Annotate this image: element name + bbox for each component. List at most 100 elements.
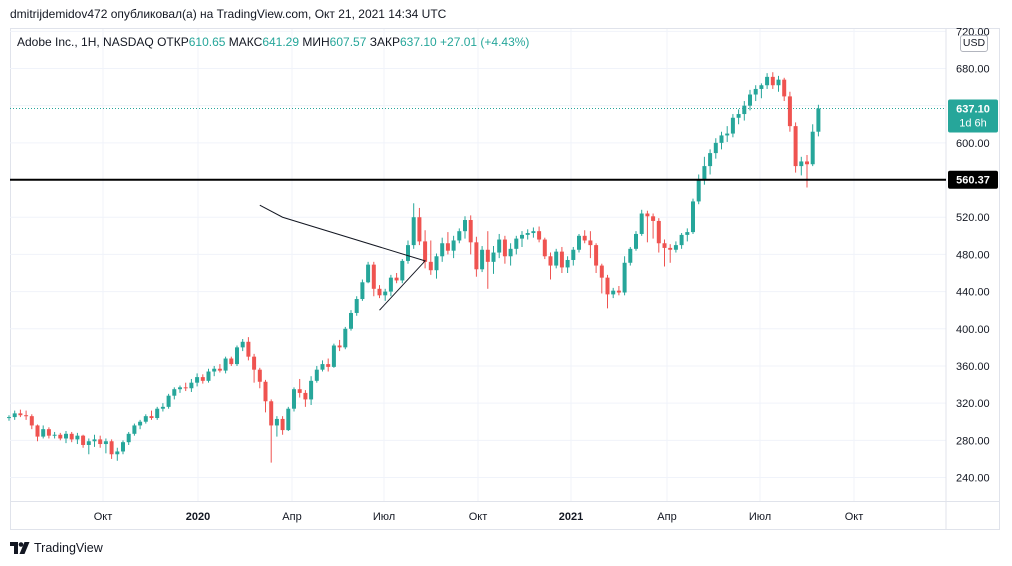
candle-body xyxy=(109,441,114,455)
tradingview-logo[interactable]: TradingView xyxy=(10,541,103,555)
tradingview-logo-icon xyxy=(10,542,30,554)
legend-close-label: ЗАКР xyxy=(369,35,400,49)
price-axis-tick-label: 600.00 xyxy=(956,138,990,150)
publish-line: dmitrijdemidov472 опубликовал(а) на Trad… xyxy=(10,7,447,21)
candle-body xyxy=(257,369,262,382)
candle-body xyxy=(805,161,809,165)
candle-body xyxy=(565,259,570,268)
candle-body xyxy=(531,231,536,234)
candle-body xyxy=(548,256,553,266)
candle-body xyxy=(92,439,97,442)
candle-body xyxy=(468,220,473,243)
candle-body xyxy=(132,425,137,434)
candle-body xyxy=(491,252,496,262)
candle-body xyxy=(748,94,752,106)
time-axis-tick-label: Июл xyxy=(373,511,395,523)
candle-body xyxy=(719,135,724,143)
price-axis-tick-label: 280.00 xyxy=(956,435,990,447)
candle-body xyxy=(411,217,416,246)
candle-body xyxy=(588,240,593,246)
level-price-tag: 560.37 xyxy=(956,175,990,187)
candle-body xyxy=(46,429,51,436)
candle-body xyxy=(440,243,445,257)
candle-body xyxy=(326,364,331,367)
candle-body xyxy=(520,234,524,239)
legend-open-value: 610.65 xyxy=(188,35,226,49)
candle-body xyxy=(252,356,257,370)
candle-body xyxy=(195,377,200,383)
last-price-tag-box xyxy=(948,99,998,133)
candle-body xyxy=(537,231,542,240)
candle-body xyxy=(599,265,604,278)
candle-body xyxy=(542,239,547,257)
candle-body xyxy=(371,264,376,289)
candle-body xyxy=(115,451,120,455)
candle-body xyxy=(235,347,239,365)
candle-body xyxy=(149,416,154,419)
price-axis-tick-label: 680.00 xyxy=(956,64,990,76)
candle-body xyxy=(354,299,359,313)
candle-body xyxy=(445,243,450,251)
candle-body xyxy=(366,264,371,283)
candle-body xyxy=(514,238,519,249)
candle-body xyxy=(679,234,684,246)
level-price-tag-box xyxy=(948,170,998,189)
price-axis-tick-label: 400.00 xyxy=(956,324,990,336)
candle-body xyxy=(611,290,616,295)
candle-body xyxy=(286,408,291,431)
legend-close-value: 637.10 xyxy=(399,35,437,49)
candle-body xyxy=(183,387,188,389)
candle-body xyxy=(713,142,718,154)
candle-body xyxy=(126,433,131,443)
candle-body xyxy=(651,216,656,221)
candle-body xyxy=(229,358,234,365)
candle-body xyxy=(485,249,490,262)
candle-body xyxy=(280,418,285,431)
time-axis-tick-label: 2020 xyxy=(186,511,210,523)
candle-body xyxy=(303,392,308,400)
chart-frame[interactable] xyxy=(10,28,1000,530)
candle-body xyxy=(143,416,148,422)
candle-body xyxy=(98,439,103,445)
candle-body xyxy=(81,435,86,445)
triangle-pattern-drawing[interactable] xyxy=(259,204,427,311)
candle-body xyxy=(571,249,576,260)
candle-body xyxy=(787,96,792,127)
candle-body xyxy=(200,377,205,381)
candle-body xyxy=(730,117,735,134)
candle-body xyxy=(400,260,405,281)
candle-body xyxy=(582,235,587,241)
legend-low-value: 607.57 xyxy=(329,35,367,49)
candle-body xyxy=(388,277,393,292)
candle-body xyxy=(691,201,695,233)
candle-body xyxy=(616,290,621,293)
candle-body xyxy=(349,312,353,329)
candle-body xyxy=(138,421,143,426)
candle-body xyxy=(816,108,821,132)
candle-body xyxy=(463,220,467,232)
price-axis-tick-label: 480.00 xyxy=(956,249,990,261)
currency-button[interactable]: USD xyxy=(960,35,988,52)
candle-body xyxy=(178,387,182,390)
candle-body xyxy=(508,248,513,257)
candle-body xyxy=(736,114,741,118)
candle-body xyxy=(474,242,479,270)
candle-body xyxy=(292,389,296,409)
candle-body xyxy=(799,161,804,167)
candle-body xyxy=(662,243,667,248)
candle-body xyxy=(765,76,770,86)
candle-body xyxy=(103,441,108,445)
time-axis-tick-label: Окт xyxy=(469,511,488,523)
legend-change: +27.01 (+4.43%) xyxy=(440,35,530,49)
price-axis-tick-label: 320.00 xyxy=(956,398,990,410)
candle-body xyxy=(64,433,68,439)
candle-body xyxy=(742,105,747,115)
candle-body xyxy=(451,240,456,251)
candle-body xyxy=(240,341,245,348)
candle-body xyxy=(314,369,319,381)
candle-body xyxy=(360,282,365,300)
candle-body xyxy=(18,413,23,416)
candle-body xyxy=(622,262,627,293)
candle-body xyxy=(685,232,690,235)
